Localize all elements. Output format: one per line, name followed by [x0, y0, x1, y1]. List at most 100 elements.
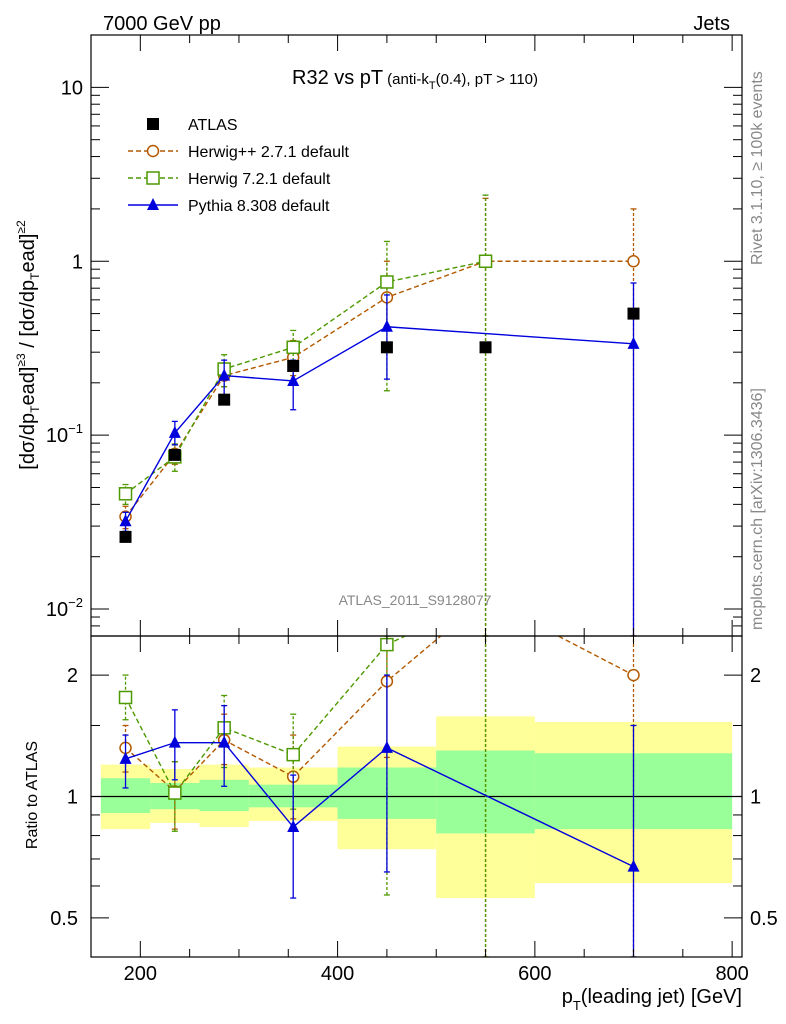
data-point-marker	[627, 255, 640, 268]
data-point-marker	[119, 514, 132, 527]
data-point-marker	[287, 373, 300, 386]
ratio-plot-panel: 0.5 0.5 1 1 2 2 200 400 600 800 Ratio to ATLAS pT…	[24, 635, 778, 1013]
x-tick-label: 200	[124, 963, 157, 985]
legend-label: ATLAS	[188, 117, 238, 134]
data-point-marker	[286, 747, 300, 762]
series-line	[124, 260, 634, 518]
data-point-marker	[146, 144, 160, 158]
plot-title-subscript: T	[429, 80, 436, 92]
ratio-y-tick-label-right: 1	[750, 787, 761, 809]
ratio-plot-area	[91, 636, 742, 957]
x-tick-label: 400	[321, 963, 354, 985]
x-tick-label: 800	[715, 963, 748, 985]
y-tick-mantissa: 1	[72, 251, 83, 273]
side-label-bottom: mcplots.cern.ch [arXiv:1306.3436]	[749, 388, 766, 630]
data-point-marker	[627, 859, 640, 872]
data-point-marker	[118, 487, 133, 501]
x-axis-label-tail: (leading jet) [GeV]	[581, 986, 742, 1008]
y-axis-label: [dσ/dpTead]≥3 / [dσ/dpTead]≥2	[14, 220, 42, 470]
data-point-marker	[168, 425, 181, 438]
x-axis-label-main: p	[562, 986, 573, 1008]
series-line	[124, 636, 407, 795]
y-axis-label-sup2: ≥2	[14, 220, 28, 234]
ratio-y-tick-label-right: 0.5	[750, 908, 778, 930]
data-point-marker	[218, 735, 231, 748]
y-tick-exponent: −2	[68, 595, 83, 610]
y-axis-label-sub1: T	[28, 405, 42, 413]
ratio-plot-axes: 0.5 0.5 1 1 2 2 200 400 600 800	[50, 636, 778, 985]
y-axis-label-part3: / [dσ/dp	[17, 280, 39, 354]
data-point-marker	[168, 786, 182, 800]
ratio-y-tick-label: 2	[67, 665, 78, 687]
legend-label: Pythia 8.308 default	[188, 198, 330, 215]
data-point-marker	[627, 336, 640, 349]
series-line	[125, 260, 486, 495]
y-axis-label-part2: ead]	[17, 367, 39, 406]
data-point-marker	[380, 319, 393, 332]
data-point-marker	[380, 341, 393, 354]
data-point-marker	[627, 307, 640, 320]
legend-label: Herwig++ 2.7.1 default	[188, 144, 350, 161]
legend-entry: ATLAS	[147, 117, 238, 134]
x-tick-label: 600	[518, 963, 551, 985]
y-tick-mantissa: 10	[61, 77, 83, 99]
legend-label: Herwig 7.2.1 default	[188, 171, 331, 188]
ratio-series-pythia-8-308-default	[119, 674, 640, 957]
y-axis-label-part1: [dσ/dp	[17, 413, 39, 470]
data-point-marker	[168, 735, 181, 748]
data-point-marker	[119, 530, 132, 543]
y-tick-mantissa: 10	[46, 425, 68, 447]
y-tick-exponent: −1	[68, 421, 83, 436]
data-point-marker	[287, 359, 300, 372]
header-right: Jets	[693, 13, 730, 35]
data-point-marker	[147, 118, 159, 130]
data-point-marker	[380, 740, 393, 753]
y-tick-label: 10−1	[46, 421, 83, 447]
series-line	[124, 326, 634, 522]
plot-title-main: R32 vs pT	[292, 67, 383, 89]
data-point-marker	[218, 393, 231, 406]
plot-title: R32 vs pT (anti-kT(0.4), pT > 110)	[292, 67, 538, 92]
data-point-marker	[287, 820, 300, 833]
data-point-marker	[147, 198, 159, 210]
series-line	[125, 741, 634, 868]
data-point-marker	[627, 668, 640, 682]
header-left: 7000 GeV pp	[103, 13, 221, 35]
ratio-y-tick-label: 1	[67, 787, 78, 809]
data-point-marker	[286, 340, 300, 355]
analysis-label: ATLAS_2011_S9128077	[339, 592, 492, 608]
series-atlas	[119, 307, 640, 543]
y-tick-label: 10−2	[46, 595, 83, 621]
plot-title-sub: (anti-k	[387, 71, 429, 88]
series-pythia-8-308-default	[119, 282, 640, 636]
y-axis-label-sub2: T	[28, 272, 42, 280]
data-point-marker	[119, 751, 132, 764]
data-point-marker	[168, 448, 181, 461]
data-point-marker	[218, 368, 231, 381]
legend-entry: Herwig 7.2.1 default	[128, 171, 331, 188]
main-plot-area	[118, 194, 640, 636]
legend: ATLAS Herwig++ 2.7.1 default Herwig 7.2.1 …	[128, 117, 350, 215]
plot-title-tail: (0.4), pT > 110)	[436, 71, 538, 88]
legend-entry: Pythia 8.308 default	[128, 198, 330, 215]
y-tick-mantissa: 10	[46, 599, 68, 621]
legend-entry: Herwig++ 2.7.1 default	[128, 144, 350, 161]
series-herwig-7-2-1-default	[118, 194, 493, 636]
y-tick-label: 1	[72, 251, 83, 273]
ratio-y-tick-label: 0.5	[50, 908, 78, 930]
x-axis-label: pT(leading jet) [GeV]	[562, 986, 742, 1013]
x-axis-label-sub: T	[573, 998, 581, 1013]
y-axis-label-sup1: ≥3	[14, 353, 28, 367]
data-point-marker	[146, 171, 160, 185]
data-point-marker	[479, 341, 492, 354]
data-point-marker	[380, 275, 394, 289]
y-axis-label-part4: ead]	[17, 234, 39, 273]
ratio-y-tick-label-right: 2	[750, 665, 761, 687]
side-label-top: Rivet 3.1.10, ≥ 100k events	[749, 71, 766, 265]
data-point-marker	[118, 690, 133, 705]
data-point-marker	[478, 254, 493, 269]
ratio-y-axis-label: Ratio to ATLAS	[24, 741, 41, 849]
